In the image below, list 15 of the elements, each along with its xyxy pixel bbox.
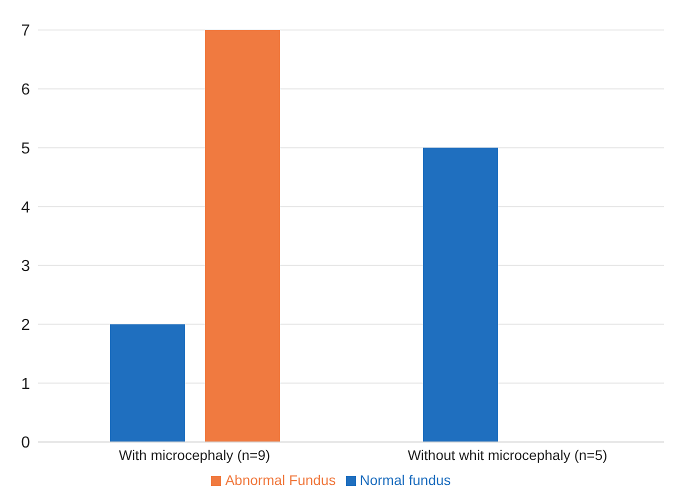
bar	[422, 148, 498, 442]
y-tick-label: 7	[21, 22, 30, 40]
y-tick-label: 0	[21, 434, 30, 452]
x-tick-label: Without whit microcephaly (n=5)	[408, 446, 608, 463]
bar	[110, 324, 185, 442]
y-tick-label: 5	[21, 140, 30, 158]
x-tick-label: With microcephaly (n=9)	[118, 446, 270, 463]
legend-label: Normal fundus	[360, 472, 451, 488]
y-tick-label: 3	[21, 258, 30, 276]
legend-label: Abnormal Fundus	[225, 472, 336, 488]
bar	[204, 30, 280, 442]
y-tick-label: 2	[21, 316, 30, 334]
y-tick-label: 4	[21, 199, 30, 216]
y-tick-label: 6	[21, 82, 30, 99]
y-tick-label: 1	[21, 376, 30, 393]
